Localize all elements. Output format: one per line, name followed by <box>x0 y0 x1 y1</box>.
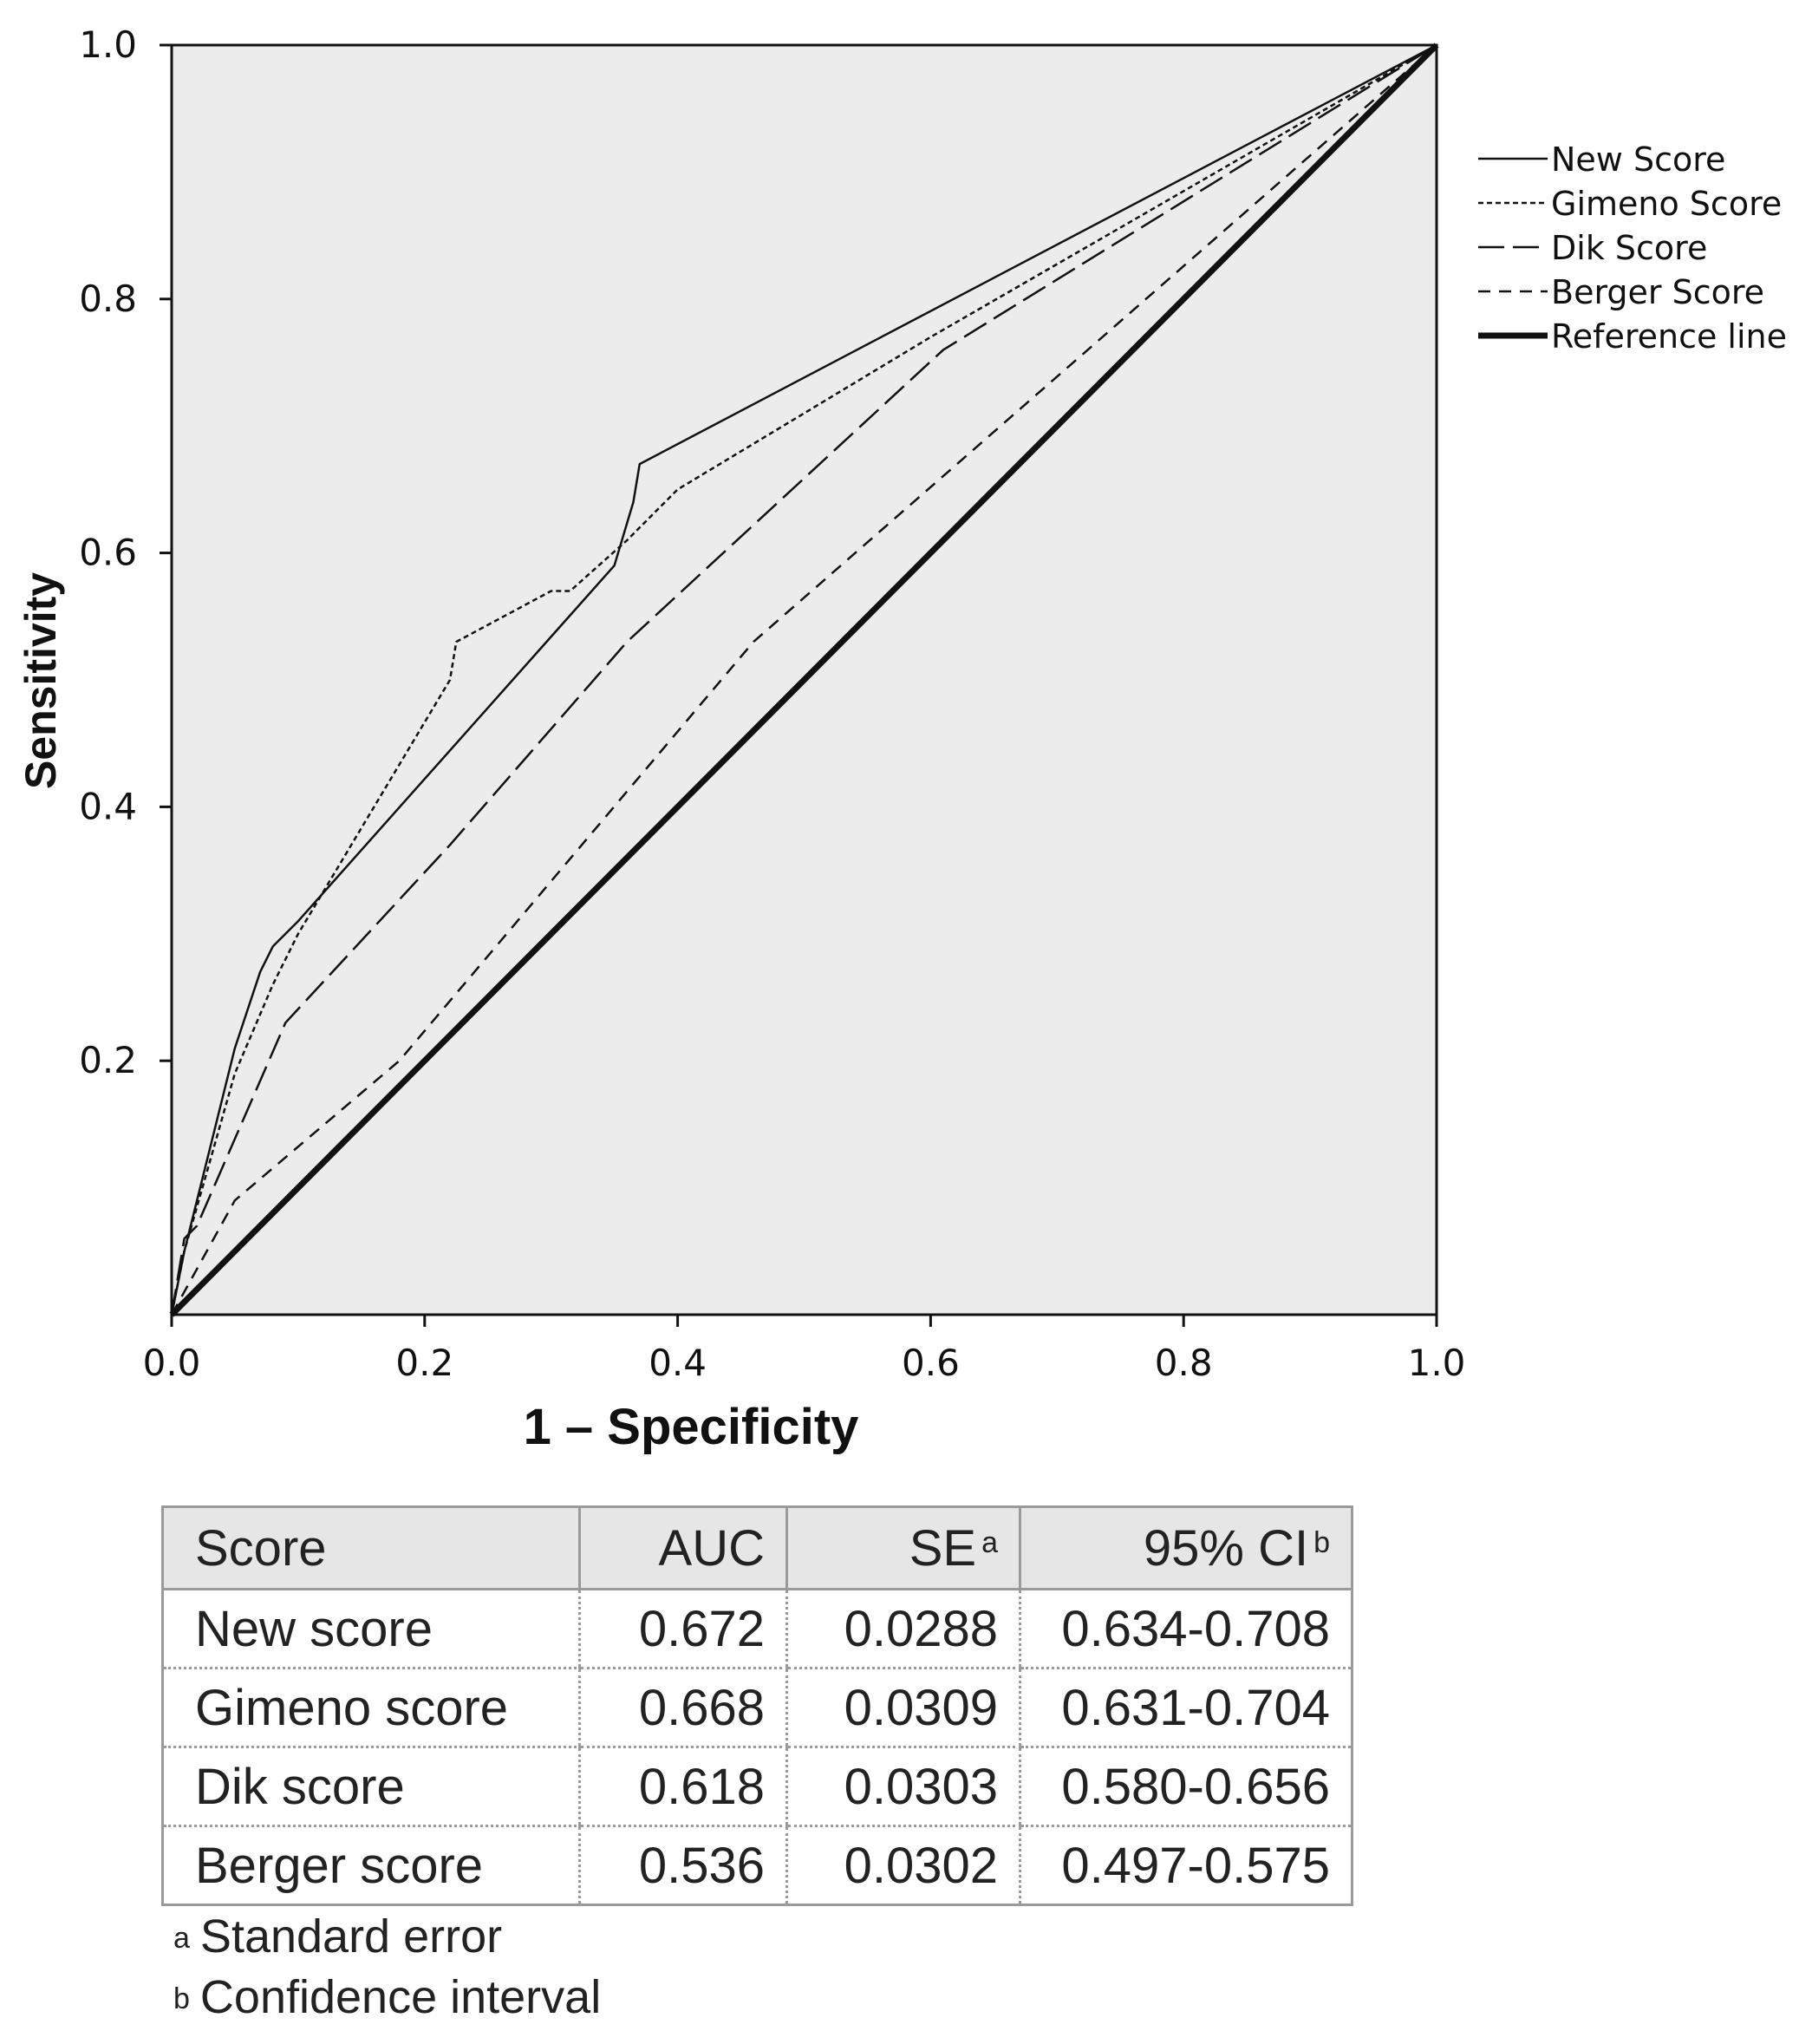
legend-label: Gimeno Score <box>1551 185 1782 223</box>
header-score: Score <box>162 1506 580 1590</box>
legend-label: New Score <box>1551 140 1725 179</box>
cell-se: 0.0303 <box>785 1747 1020 1827</box>
footnote-b-text: Confidence interval <box>199 1971 602 2023</box>
footnote-a: a Standard error <box>173 1906 601 1967</box>
cell-score: New score <box>162 1589 580 1669</box>
table-row: Berger score 0.536 0.0302 0.497-0.575 <box>162 1825 1353 1906</box>
axis-ticks: 0.0 0.2 0.4 0.6 0.8 1.0 0.2 0.4 0.6 0.8 1.0 <box>79 23 1465 1384</box>
footnotes: a Standard error b Confidence interval <box>173 1906 601 2028</box>
footnote-a-text: Standard error <box>199 1910 503 1962</box>
cell-se: 0.0288 <box>785 1589 1020 1669</box>
x-tick-label: 0.0 <box>143 1342 201 1384</box>
y-tick-label: 1.0 <box>79 23 137 66</box>
cell-ci: 0.580-0.656 <box>1019 1747 1353 1827</box>
header-se: SE a <box>785 1506 1020 1590</box>
table-header-row: Score AUC SE a 95% CI b <box>162 1506 1353 1590</box>
table-row: New score 0.672 0.0288 0.634-0.708 <box>162 1589 1353 1669</box>
y-axis-title: Sensitivity <box>16 572 65 789</box>
roc-chart: 0.0 0.2 0.4 0.6 0.8 1.0 0.2 0.4 0.6 0.8 1.0 New Sc… <box>16 23 1787 1455</box>
series-line-dik-score <box>170 43 1437 1316</box>
legend-label: Reference line <box>1551 317 1787 356</box>
header-auc: AUC <box>578 1506 787 1590</box>
x-tick-label: 0.4 <box>649 1342 707 1384</box>
x-tick-label: 0.8 <box>1155 1342 1213 1384</box>
y-tick-label: 0.2 <box>79 1039 137 1081</box>
table-row: Dik score 0.618 0.0303 0.580-0.656 <box>162 1747 1353 1827</box>
footnote-a-mark: a <box>173 1922 190 1955</box>
series-line-gimeno-score <box>170 43 1437 1316</box>
cell-auc: 0.672 <box>578 1589 787 1669</box>
footnote-mark-b: b <box>1313 1525 1330 1559</box>
series-line-reference-line <box>169 42 1439 1317</box>
cell-score: Dik score <box>162 1747 580 1827</box>
series-group <box>169 42 1439 1317</box>
cell-score: Gimeno score <box>162 1668 580 1748</box>
y-tick-label: 0.4 <box>79 785 137 827</box>
footnote-b: b Confidence interval <box>173 1967 601 2028</box>
series-line-berger-score <box>170 44 1437 1316</box>
table-row: Gimeno score 0.668 0.0309 0.631-0.704 <box>162 1668 1353 1748</box>
cell-se: 0.0309 <box>785 1668 1020 1748</box>
cell-ci: 0.497-0.575 <box>1019 1825 1353 1906</box>
y-tick-label: 0.6 <box>79 532 137 574</box>
x-tick-label: 0.6 <box>902 1342 960 1384</box>
cell-auc: 0.668 <box>578 1668 787 1748</box>
auc-table-container: Score AUC SE a 95% CI b New score 0.672 0.… <box>161 1505 1353 1906</box>
cell-auc: 0.618 <box>578 1747 787 1827</box>
footnote-b-mark: b <box>173 1982 190 2015</box>
header-ci: 95% CI b <box>1019 1506 1353 1590</box>
y-tick-label: 0.8 <box>79 278 137 320</box>
auc-table: Score AUC SE a 95% CI b New score 0.672 0.… <box>161 1505 1353 1906</box>
legend-label: Berger Score <box>1551 273 1764 311</box>
legend-label: Dik Score <box>1551 229 1707 267</box>
legend: New Score Gimeno Score Dik Score Berger Sco… <box>1478 140 1787 356</box>
cell-ci: 0.634-0.708 <box>1019 1589 1353 1669</box>
cell-se: 0.0302 <box>785 1825 1020 1906</box>
footnote-mark-a: a <box>981 1525 998 1559</box>
x-tick-label: 1.0 <box>1408 1342 1466 1384</box>
x-tick-label: 0.2 <box>395 1342 453 1384</box>
series-line-new-score <box>170 43 1437 1316</box>
cell-auc: 0.536 <box>578 1825 787 1906</box>
x-axis-title: 1 – Specificity <box>524 1399 859 1455</box>
cell-score: Berger score <box>162 1825 580 1906</box>
cell-ci: 0.631-0.704 <box>1019 1668 1353 1748</box>
